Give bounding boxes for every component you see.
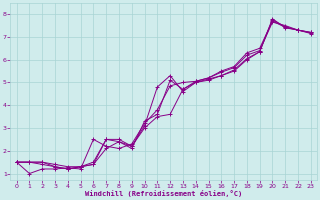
X-axis label: Windchill (Refroidissement éolien,°C): Windchill (Refroidissement éolien,°C) [85,190,242,197]
